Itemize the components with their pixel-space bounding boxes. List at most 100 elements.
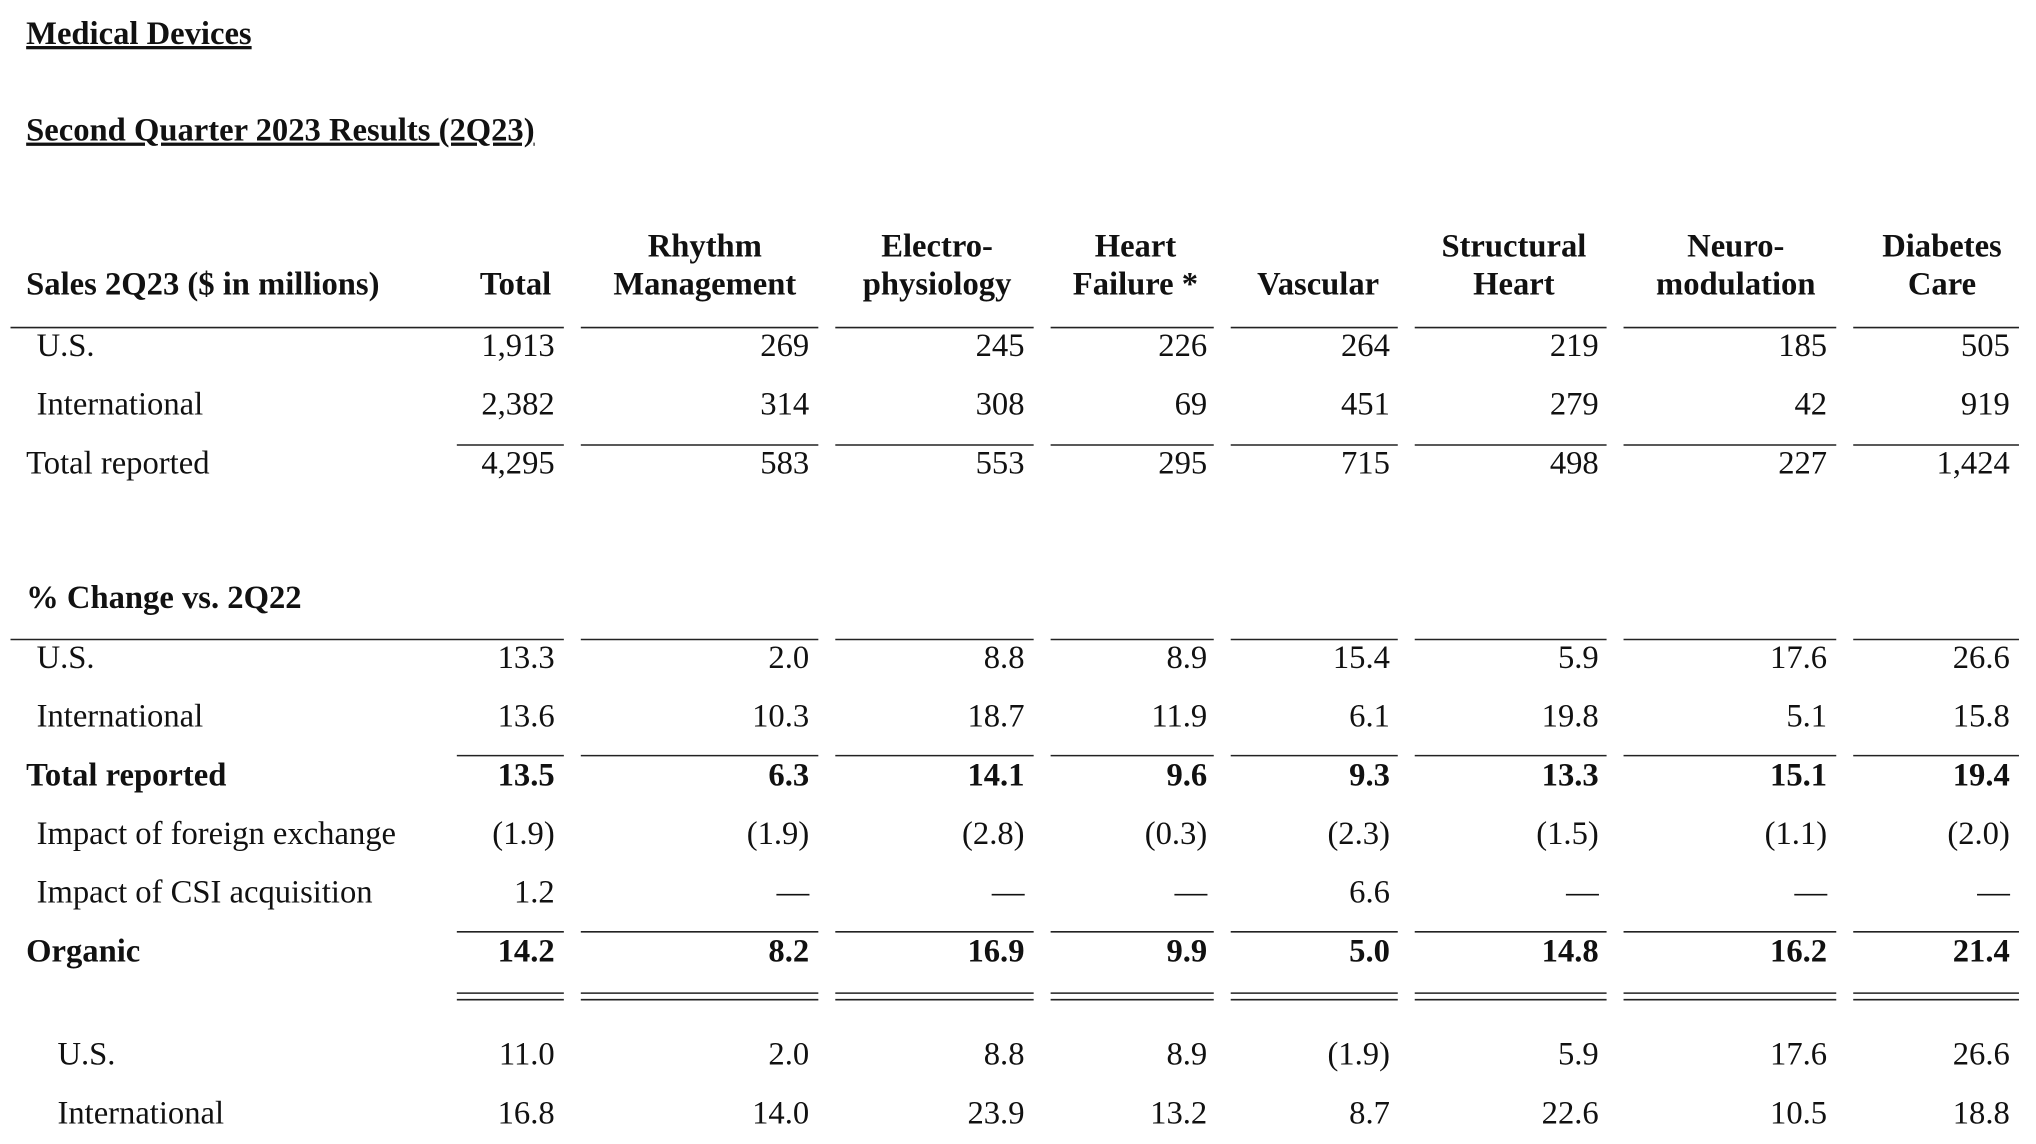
cell: 245: [976, 328, 1025, 364]
cell: 9.6: [1166, 757, 1207, 793]
cell: 8.8: [984, 1037, 1025, 1073]
column-header: Vascular: [1257, 267, 1379, 303]
row-label: International: [57, 1095, 224, 1131]
cell: 498: [1550, 445, 1599, 481]
cell: (1.9): [492, 816, 554, 852]
cell: (1.1): [1765, 816, 1827, 852]
column-header: physiology: [863, 267, 1012, 303]
cell: 23.9: [967, 1095, 1024, 1131]
cell: 10.3: [752, 699, 809, 735]
cell: —: [1565, 875, 1599, 911]
cell: 553: [976, 445, 1025, 481]
cell: 13.2: [1150, 1095, 1207, 1131]
cell: 505: [1961, 328, 2010, 364]
column-header: Neuro-: [1687, 229, 1784, 265]
row-label: Organic: [26, 933, 140, 969]
cell: 5.1: [1786, 699, 1827, 735]
cell: 314: [760, 387, 809, 423]
cell: (1.9): [747, 816, 809, 852]
row-label: U.S.: [37, 640, 95, 676]
cell: 295: [1158, 445, 1207, 481]
cell: 9.3: [1349, 757, 1390, 793]
cell: 14.1: [967, 757, 1024, 793]
row-label: International: [37, 699, 204, 735]
column-header: Structural: [1441, 229, 1586, 265]
cell: 8.9: [1166, 1037, 1207, 1073]
column-header: Total: [480, 267, 551, 303]
cell: —: [776, 875, 810, 911]
cell: —: [991, 875, 1025, 911]
cell: 583: [760, 445, 809, 481]
row-label: Total reported: [26, 757, 226, 793]
cell: 16.2: [1770, 933, 1827, 969]
cell: 2.0: [768, 640, 809, 676]
cell: 14.0: [752, 1095, 809, 1131]
cell: 1,913: [481, 328, 554, 364]
cell: 69: [1175, 387, 1208, 423]
cell: 2,382: [481, 387, 554, 423]
cell: 15.8: [1953, 699, 2010, 735]
column-header: Heart: [1095, 229, 1177, 265]
cell: 6.1: [1349, 699, 1390, 735]
cell: 279: [1550, 387, 1599, 423]
cell: 14.2: [498, 933, 555, 969]
cell: 13.3: [1542, 757, 1599, 793]
cell: 226: [1158, 328, 1207, 364]
cell: 6.3: [768, 757, 809, 793]
column-header: Electro-: [881, 229, 993, 265]
column-header: Care: [1908, 267, 1976, 303]
cell: 15.1: [1770, 757, 1827, 793]
cell: 227: [1778, 445, 1827, 481]
column-header: Failure *: [1073, 267, 1198, 303]
column-header: Heart: [1473, 267, 1555, 303]
cell: —: [1174, 875, 1208, 911]
cell: 16.8: [498, 1095, 555, 1131]
cell: —: [1976, 875, 2010, 911]
section-title: % Change vs. 2Q22: [26, 580, 301, 616]
column-header: Sales 2Q23 ($ in millions): [26, 267, 379, 303]
row-label: Impact of foreign exchange: [37, 816, 396, 852]
cell: 219: [1550, 328, 1599, 364]
column-header: Rhythm: [648, 229, 762, 265]
cell: 1,424: [1936, 445, 2009, 481]
cell: 13.6: [498, 699, 555, 735]
cell: 8.2: [768, 933, 809, 969]
row-label: U.S.: [57, 1037, 115, 1073]
cell: 5.9: [1558, 640, 1599, 676]
cell: (0.3): [1145, 816, 1207, 852]
cell: —: [1794, 875, 1828, 911]
cell: 6.6: [1349, 875, 1390, 911]
cell: 17.6: [1770, 1037, 1827, 1073]
cell: 26.6: [1953, 640, 2010, 676]
cell: (1.5): [1536, 816, 1598, 852]
cell: 42: [1795, 387, 1828, 423]
cell: 8.7: [1349, 1095, 1390, 1131]
cell: 451: [1341, 387, 1390, 423]
cell: 2.0: [768, 1037, 809, 1073]
cell: 919: [1961, 387, 2010, 423]
cell: 18.8: [1953, 1095, 2010, 1131]
cell: 16.9: [967, 933, 1024, 969]
cell: 8.9: [1166, 640, 1207, 676]
row-label: International: [37, 387, 204, 423]
cell: 4,295: [481, 445, 554, 481]
cell: 22.6: [1542, 1095, 1599, 1131]
cell: 11.9: [1151, 699, 1207, 735]
cell: (2.0): [1947, 816, 2009, 852]
row-label: U.S.: [37, 328, 95, 364]
cell: (2.8): [962, 816, 1024, 852]
title: Medical Devices: [26, 16, 251, 52]
cell: 715: [1341, 445, 1390, 481]
cell: (1.9): [1327, 1037, 1389, 1073]
cell: 8.8: [984, 640, 1025, 676]
cell: 308: [976, 387, 1025, 423]
subtitle: Second Quarter 2023 Results (2Q23): [26, 113, 534, 149]
cell: 14.8: [1542, 933, 1599, 969]
cell: 21.4: [1953, 933, 2010, 969]
column-header: Management: [613, 267, 796, 303]
column-header: modulation: [1656, 267, 1815, 303]
cell: 5.9: [1558, 1037, 1599, 1073]
column-header: Diabetes: [1882, 229, 2002, 265]
